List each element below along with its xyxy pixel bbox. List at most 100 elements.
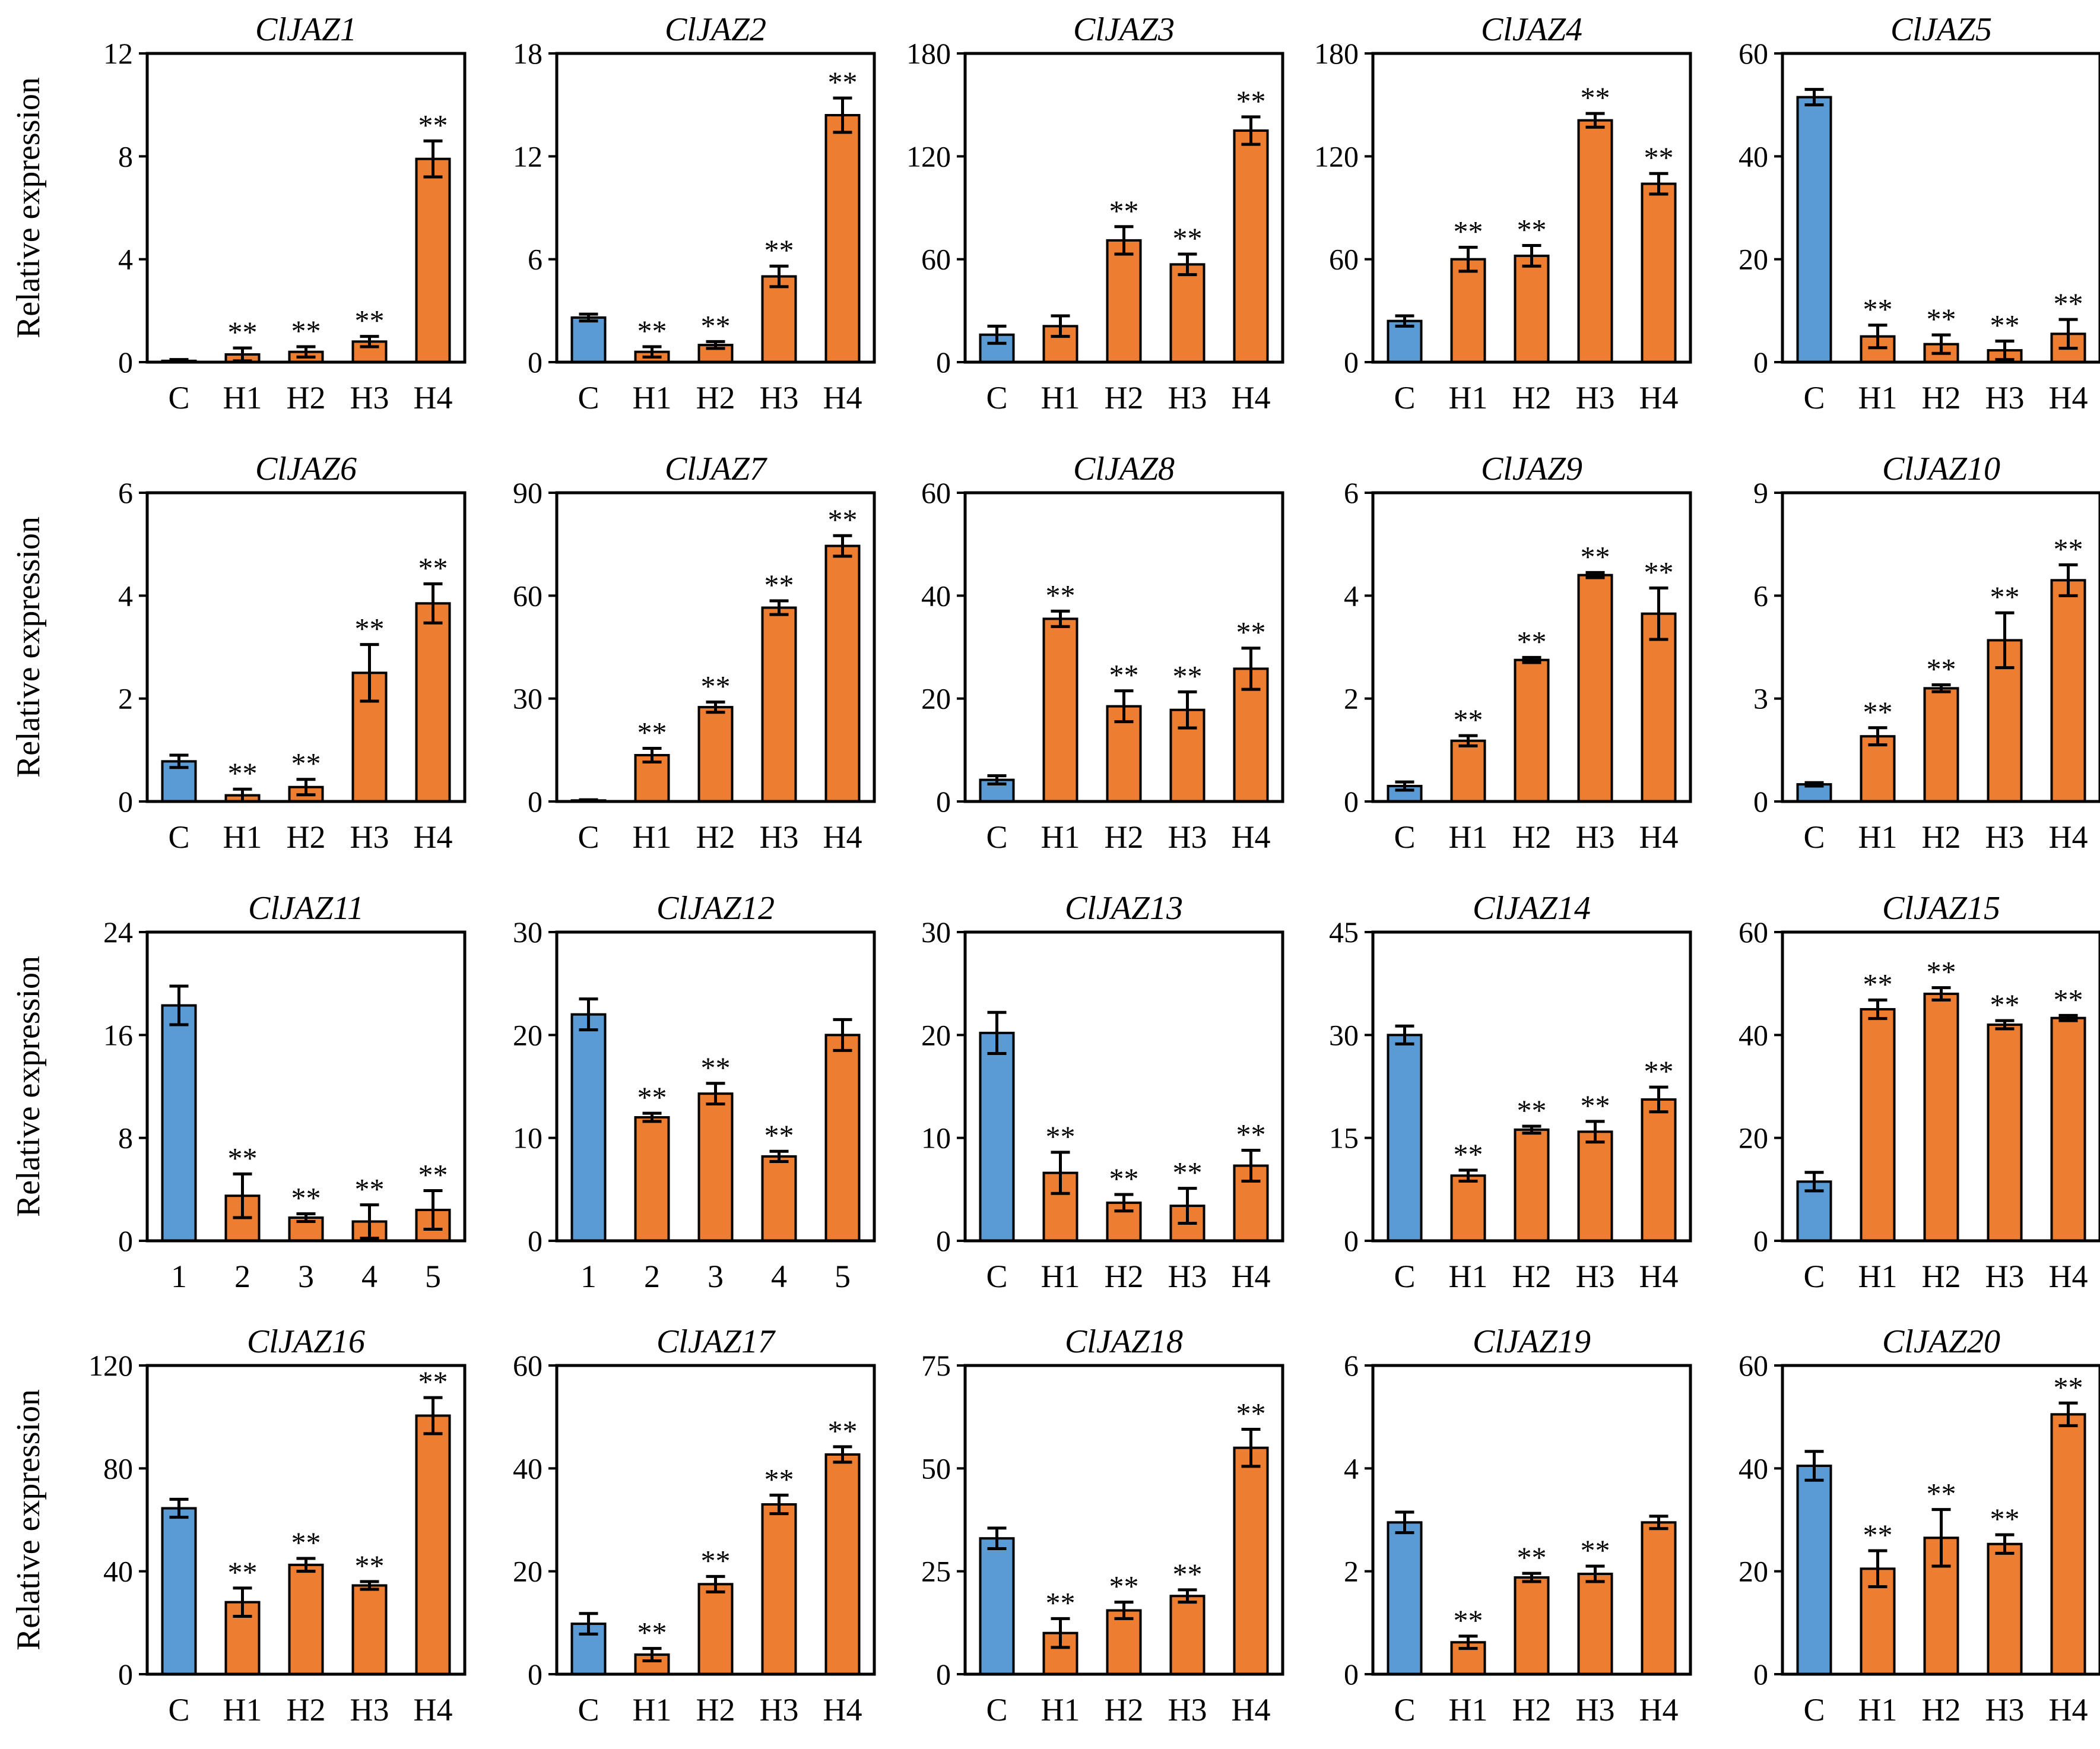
bar-treatment [1169, 1595, 1206, 1675]
bar-treatment [1577, 1573, 1613, 1675]
x-tick-label: H1 [1041, 819, 1080, 855]
significance-label: ** [1173, 1156, 1203, 1189]
x-tick-label: 3 [298, 1259, 314, 1294]
chart-panel: ClJAZ18 0 25 50 75 C ** H1 ** H2 ** H3 ** H4 [921, 1323, 1284, 1728]
x-tick-label: H2 [1105, 819, 1144, 855]
significance-label: ** [764, 1462, 794, 1495]
x-tick-label: C [168, 380, 189, 416]
bar-treatment [1169, 708, 1206, 803]
y-tick-label: 0 [118, 346, 133, 379]
y-tick-label: 6 [1344, 476, 1359, 509]
x-tick-label: C [168, 1692, 189, 1728]
x-tick-label: H1 [223, 819, 262, 855]
significance-label: ** [1173, 1557, 1203, 1590]
significance-label: ** [1581, 81, 1610, 114]
y-tick-label: 2 [1344, 682, 1359, 715]
x-tick-label: H2 [287, 380, 326, 416]
x-tick-label: H4 [414, 819, 453, 855]
y-tick-label: 120 [906, 140, 951, 173]
significance-label: ** [228, 315, 258, 348]
bar-treatment [415, 157, 451, 363]
y-tick-label: 0 [1753, 346, 1768, 379]
bar-control [979, 1031, 1015, 1243]
significance-label: ** [1109, 658, 1139, 692]
x-tick-label: H4 [1232, 819, 1271, 855]
x-tick-label: H2 [1512, 819, 1552, 855]
bar-treatment [634, 1116, 670, 1242]
chart-title: ClJAZ15 [1882, 890, 2000, 927]
x-tick-label: H4 [2049, 1692, 2088, 1728]
bar-control [1387, 1034, 1423, 1243]
x-tick-label: H3 [1985, 819, 2025, 855]
x-tick-label: H2 [287, 819, 326, 855]
x-tick-label: 4 [361, 1259, 378, 1294]
plot-frame [963, 1364, 1284, 1676]
x-tick-label: H1 [1041, 1259, 1080, 1294]
significance-label: ** [1990, 580, 2020, 613]
x-tick-label: H4 [823, 819, 862, 855]
chart-title: ClJAZ17 [656, 1323, 776, 1360]
x-tick-label: H2 [1105, 1259, 1144, 1294]
x-tick-label: H1 [1041, 1692, 1080, 1728]
x-tick-label: H3 [1576, 1259, 1615, 1294]
chart-panel: ClJAZ5 0 20 40 60 C ** H1 ** H2 ** H3 ** H4 [1739, 11, 2100, 416]
y-tick-label: 30 [513, 682, 543, 715]
bar-treatment [1042, 617, 1078, 803]
chart-title: ClJAZ19 [1473, 1323, 1591, 1360]
chart-panel: ClJAZ9 0 2 4 6 C ** H1 ** H2 ** H3 ** H4 [1344, 451, 1692, 855]
x-tick-label: H2 [1105, 380, 1144, 416]
y-tick-label: 25 [921, 1555, 951, 1588]
y-axis-label: Relative expression [10, 517, 47, 778]
y-tick-label: 50 [921, 1452, 951, 1485]
chart-panel: ClJAZ3 0 60 120 180 C H1 ** H2 ** H3 ** H4 [906, 11, 1284, 416]
bar-control [161, 1004, 197, 1242]
plot-frame [1781, 930, 2100, 1243]
y-tick-label: 9 [1753, 476, 1768, 509]
bar-treatment [1450, 258, 1486, 363]
significance-label: ** [228, 1141, 258, 1174]
y-tick-label: 60 [1739, 1349, 1768, 1382]
x-tick-label: H1 [1449, 380, 1488, 416]
y-tick-label: 120 [1314, 140, 1359, 173]
y-tick-label: 4 [118, 243, 133, 276]
significance-label: ** [418, 551, 448, 584]
bar-treatment [1106, 239, 1142, 363]
chart-title: ClJAZ11 [248, 890, 364, 927]
plot-frame [145, 491, 467, 803]
plot-frame [963, 52, 1284, 364]
x-tick-label: H3 [760, 1692, 799, 1728]
chart-panel: ClJAZ20 0 20 40 60 C ** H1 ** H2 ** H3 ** H4 [1739, 1323, 2100, 1728]
y-tick-label: 120 [88, 1349, 133, 1382]
significance-label: ** [828, 1414, 858, 1447]
significance-label: ** [828, 65, 858, 99]
chart-title: ClJAZ16 [247, 1323, 365, 1360]
y-tick-label: 2 [1344, 1555, 1359, 1588]
bar-treatment [2050, 579, 2086, 803]
significance-label: ** [355, 1549, 385, 1582]
y-tick-label: 20 [1739, 1555, 1768, 1588]
chart-title: ClJAZ12 [656, 890, 775, 927]
chart-panel: ClJAZ15 0 20 40 60 C ** H1 ** H2 ** H3 ** H4 [1739, 890, 2100, 1294]
bar-treatment [1923, 687, 1959, 803]
y-tick-label: 4 [118, 579, 133, 612]
y-tick-label: 40 [1739, 1452, 1768, 1485]
x-tick-label: H1 [633, 1692, 672, 1728]
y-tick-label: 12 [103, 37, 133, 70]
bar-treatment [288, 1563, 324, 1675]
y-tick-label: 20 [1739, 243, 1768, 276]
x-tick-label: C [1803, 1692, 1825, 1728]
y-tick-label: 0 [936, 346, 951, 379]
y-tick-label: 18 [513, 37, 543, 70]
significance-label: ** [701, 309, 731, 342]
bar-treatment [1987, 1024, 2023, 1242]
significance-label: ** [1927, 652, 1956, 686]
y-tick-label: 0 [528, 1658, 543, 1691]
bar-control [1387, 1521, 1423, 1675]
x-tick-label: 3 [708, 1259, 724, 1294]
chart-panel: ClJAZ4 0 60 120 180 C ** H1 ** H2 ** H3 ** H4 [1314, 11, 1692, 416]
bar-treatment [1923, 993, 1959, 1242]
bar-treatment [1987, 1542, 2023, 1676]
y-tick-label: 60 [1739, 37, 1768, 70]
chart-panel: ClJAZ13 0 10 20 30 C ** H1 ** H2 ** H3 ** H4 [921, 890, 1284, 1294]
y-tick-label: 30 [1329, 1018, 1359, 1051]
